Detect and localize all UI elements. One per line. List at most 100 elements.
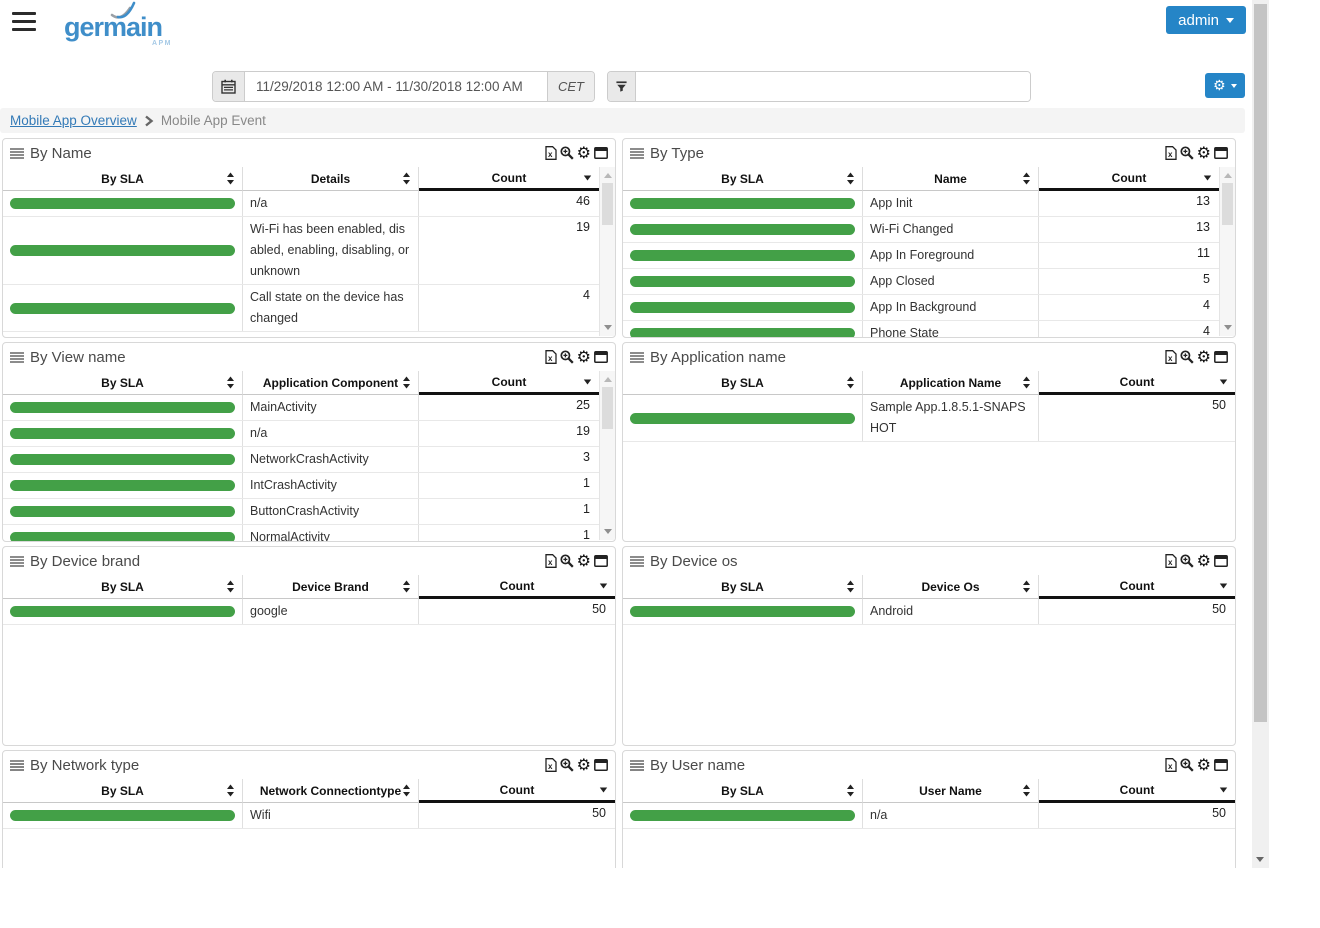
zoom-in-icon[interactable] [1180,758,1194,772]
column-header-count[interactable]: Count [419,167,599,191]
column-header-by-sla[interactable]: By SLA [623,575,863,599]
scroll-up-icon[interactable] [604,377,612,382]
column-header-by-sla[interactable]: By SLA [3,779,243,803]
sort-desc-icon[interactable] [583,379,592,385]
column-header-by-sla[interactable]: By SLA [623,167,863,191]
table-scrollbar-thumb[interactable] [1222,183,1233,225]
table-row[interactable]: App Closed 5 [623,269,1219,295]
maximize-window-icon[interactable] [594,147,608,159]
column-header-details[interactable]: Details [243,167,419,191]
sort-updown-icon[interactable] [1022,376,1031,389]
table-row[interactable]: n/a 50 [623,803,1235,829]
export-excel-icon[interactable]: x [1165,758,1177,772]
table-row[interactable]: Wi-Fi Changed 13 [623,217,1219,243]
settings-gear-icon[interactable]: ⚙ [1196,143,1211,162]
filter-input[interactable] [636,72,1030,101]
table-row[interactable]: n/a 19 [3,421,599,447]
column-header-by-sla[interactable]: By SLA [623,779,863,803]
sort-desc-icon[interactable] [599,787,608,793]
scroll-down-icon[interactable] [604,325,612,330]
column-header-count[interactable]: Count [1039,371,1235,395]
column-header-device-os[interactable]: Device Os [863,575,1039,599]
sort-updown-icon[interactable] [402,376,411,389]
sort-updown-icon[interactable] [226,580,235,593]
zoom-in-icon[interactable] [560,350,574,364]
zoom-in-icon[interactable] [1180,350,1194,364]
table-row[interactable]: google 50 [3,599,615,625]
filter-icon[interactable] [608,72,636,101]
column-header-by-sla[interactable]: By SLA [3,167,243,191]
sort-desc-icon[interactable] [1219,787,1228,793]
table-scrollbar-thumb[interactable] [602,387,613,429]
column-header-by-sla[interactable]: By SLA [623,371,863,395]
zoom-in-icon[interactable] [560,758,574,772]
settings-gear-icon[interactable]: ⚙ [1196,755,1211,774]
zoom-in-icon[interactable] [560,146,574,160]
column-header-user-name[interactable]: User Name [863,779,1039,803]
calendar-icon[interactable] [213,72,245,101]
menu-hamburger-icon[interactable] [12,12,36,31]
column-header-application-name[interactable]: Application Name [863,371,1039,395]
table-row[interactable]: Android 50 [623,599,1235,625]
sort-updown-icon[interactable] [846,172,855,185]
settings-gear-icon[interactable]: ⚙ [576,347,591,366]
settings-gear-icon[interactable]: ⚙ [576,551,591,570]
sort-updown-icon[interactable] [226,376,235,389]
export-excel-icon[interactable]: x [1165,554,1177,568]
table-scrollbar-thumb[interactable] [602,183,613,225]
table-row[interactable]: Call state on the device has changed 4 [3,285,599,332]
column-header-network-connectiontype[interactable]: Network Connectiontype [243,779,419,803]
maximize-window-icon[interactable] [594,555,608,567]
table-row[interactable]: App In Foreground 11 [623,243,1219,269]
table-row[interactable]: Sample App.1.8.5.1-SNAPSHOT 50 [623,395,1235,442]
scroll-down-icon[interactable] [604,529,612,534]
maximize-window-icon[interactable] [1214,147,1228,159]
table-row[interactable]: IntCrashActivity 1 [3,473,599,499]
sort-updown-icon[interactable] [1022,580,1031,593]
sort-updown-icon[interactable] [226,172,235,185]
table-row[interactable]: App Init 13 [623,191,1219,217]
table-row[interactable]: NetworkCrashActivity 3 [3,447,599,473]
sort-updown-icon[interactable] [402,172,411,185]
column-header-application-component[interactable]: Application Component [243,371,419,395]
export-excel-icon[interactable]: x [545,146,557,160]
settings-gear-icon[interactable]: ⚙ [576,755,591,774]
table-row[interactable]: NormalActivity 1 [3,525,599,541]
column-header-by-sla[interactable]: By SLA [3,371,243,395]
table-scrollbar[interactable] [599,371,615,540]
sort-desc-icon[interactable] [1203,175,1212,181]
settings-gear-icon[interactable]: ⚙ [1196,347,1211,366]
page-scrollbar[interactable] [1252,0,1269,868]
sort-updown-icon[interactable] [402,784,411,797]
table-row[interactable]: ButtonCrashActivity 1 [3,499,599,525]
table-scrollbar[interactable] [1219,167,1235,336]
table-row[interactable]: MainActivity 25 [3,395,599,421]
sort-updown-icon[interactable] [846,376,855,389]
export-excel-icon[interactable]: x [545,350,557,364]
zoom-in-icon[interactable] [560,554,574,568]
breadcrumb-link[interactable]: Mobile App Overview [10,113,137,128]
table-row[interactable]: Wifi 50 [3,803,615,829]
maximize-window-icon[interactable] [594,351,608,363]
column-header-count[interactable]: Count [419,371,599,395]
zoom-in-icon[interactable] [1180,146,1194,160]
settings-gear-icon[interactable]: ⚙ [1196,551,1211,570]
sort-updown-icon[interactable] [846,784,855,797]
sort-updown-icon[interactable] [846,580,855,593]
export-excel-icon[interactable]: x [545,554,557,568]
column-header-count[interactable]: Count [419,575,615,599]
column-header-count[interactable]: Count [1039,167,1219,191]
page-scrollbar-thumb[interactable] [1254,4,1267,722]
export-excel-icon[interactable]: x [545,758,557,772]
sort-updown-icon[interactable] [402,580,411,593]
sort-desc-icon[interactable] [583,175,592,181]
scroll-down-icon[interactable] [1224,325,1232,330]
column-header-name[interactable]: Name [863,167,1039,191]
maximize-window-icon[interactable] [594,759,608,771]
column-header-count[interactable]: Count [419,779,615,803]
table-row[interactable]: App In Background 4 [623,295,1219,321]
sort-updown-icon[interactable] [1022,784,1031,797]
column-header-device-brand[interactable]: Device Brand [243,575,419,599]
table-row[interactable]: n/a 46 [3,191,599,217]
sort-updown-icon[interactable] [1022,172,1031,185]
